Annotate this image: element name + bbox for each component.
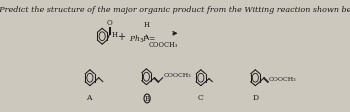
Text: COOCH₃: COOCH₃ — [163, 72, 191, 77]
Text: 30. Predict the structure of the major organic product from the Witting reaction: 30. Predict the structure of the major o… — [0, 6, 350, 14]
Text: C: C — [198, 94, 204, 101]
Text: COOCH₃: COOCH₃ — [148, 40, 178, 48]
Text: B: B — [145, 95, 149, 103]
Text: O: O — [107, 19, 112, 27]
Text: Ph$_3$P=: Ph$_3$P= — [129, 33, 155, 44]
Text: D: D — [252, 94, 258, 101]
Text: COOCH₃: COOCH₃ — [269, 76, 296, 81]
Text: H: H — [144, 21, 149, 29]
Text: A: A — [86, 94, 92, 101]
Text: H: H — [112, 31, 118, 39]
Text: +: + — [117, 32, 125, 42]
